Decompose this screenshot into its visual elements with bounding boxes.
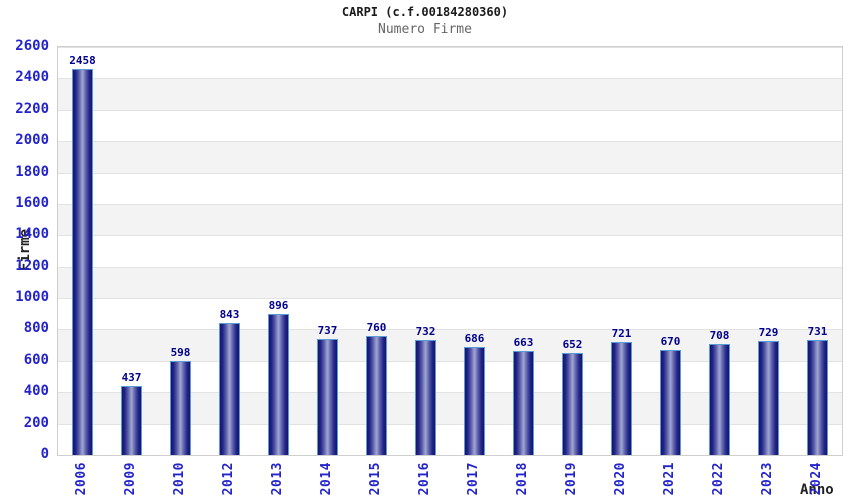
bar-value-label: 598 bbox=[170, 346, 191, 359]
x-tick-label: 2023 bbox=[759, 462, 775, 496]
plot-band bbox=[58, 47, 842, 79]
x-tick-label: 2006 bbox=[73, 462, 89, 496]
plot-band bbox=[58, 78, 842, 110]
bar-value-label: 670 bbox=[660, 335, 681, 348]
bar bbox=[268, 314, 289, 455]
y-tick-label: 1600 bbox=[15, 194, 49, 211]
y-tick-label: 600 bbox=[23, 351, 49, 368]
bar bbox=[72, 69, 93, 455]
bar bbox=[513, 351, 534, 455]
bar-value-label: 760 bbox=[366, 321, 387, 334]
bar-value-label: 437 bbox=[121, 371, 142, 384]
chart-title: CARPI (c.f.00184280360) bbox=[341, 5, 509, 19]
x-tick-label: 2020 bbox=[612, 462, 628, 496]
x-tick-label: 2022 bbox=[710, 462, 726, 496]
bar-value-label: 686 bbox=[464, 332, 485, 345]
y-tick-label: 2600 bbox=[15, 38, 49, 54]
x-tick-label: 2024 bbox=[808, 462, 824, 496]
x-tick-label: 2015 bbox=[367, 462, 383, 496]
bar bbox=[464, 347, 485, 455]
plot-band bbox=[58, 266, 842, 299]
x-tick-label: 2012 bbox=[220, 462, 236, 496]
bar bbox=[709, 344, 730, 455]
bar bbox=[611, 342, 632, 455]
bar bbox=[121, 386, 142, 455]
y-tick-label: 800 bbox=[23, 320, 49, 337]
bar bbox=[366, 336, 387, 455]
y-tick-label: 2200 bbox=[15, 100, 49, 117]
bar-value-label: 721 bbox=[611, 327, 632, 340]
plot-band bbox=[58, 203, 842, 236]
x-tick-label: 2021 bbox=[661, 462, 677, 496]
y-tick-label: 1800 bbox=[15, 163, 49, 180]
bar-value-label: 729 bbox=[758, 326, 779, 339]
x-tick-label: 2018 bbox=[514, 462, 530, 496]
y-tick-label: 2400 bbox=[15, 69, 49, 86]
bar-value-label: 663 bbox=[513, 336, 534, 349]
x-tick-label: 2017 bbox=[465, 462, 481, 496]
bar-value-label: 737 bbox=[317, 324, 338, 337]
bar-value-label: 732 bbox=[415, 325, 436, 338]
bar-value-label: 708 bbox=[709, 329, 730, 342]
plot-band bbox=[58, 235, 842, 267]
bar-value-label: 2458 bbox=[69, 54, 96, 67]
y-tick-label: 1400 bbox=[15, 226, 49, 243]
bar-value-label: 731 bbox=[807, 325, 828, 338]
y-tick-label: 1200 bbox=[15, 257, 49, 274]
bar bbox=[219, 323, 240, 455]
bar-value-label: 652 bbox=[562, 338, 583, 351]
bar bbox=[170, 361, 191, 455]
plot-band bbox=[58, 298, 842, 330]
y-tick-label: 0 bbox=[40, 446, 49, 462]
y-tick-label: 2000 bbox=[15, 132, 49, 149]
x-axis-title: Anno bbox=[800, 482, 834, 498]
x-tick-label: 2009 bbox=[122, 462, 138, 496]
y-tick-label: 400 bbox=[23, 383, 49, 400]
x-tick-label: 2010 bbox=[171, 462, 187, 496]
bar bbox=[758, 341, 779, 455]
bar bbox=[415, 340, 436, 455]
bar bbox=[562, 353, 583, 455]
chart-subtitle: Numero Firme bbox=[378, 22, 472, 37]
plot-band bbox=[58, 141, 842, 173]
x-tick-label: 2014 bbox=[318, 462, 334, 496]
x-tick-label: 2013 bbox=[269, 462, 285, 496]
plot-band bbox=[58, 172, 842, 204]
plot-area: 2458 437 598 843 896 737 760 732 686 663 652 721 670… bbox=[57, 46, 843, 456]
y-tick-label: 1000 bbox=[15, 289, 49, 306]
plot-band bbox=[58, 109, 842, 142]
x-tick-label: 2016 bbox=[416, 462, 432, 496]
bar-value-label: 896 bbox=[268, 299, 289, 312]
y-tick-label: 200 bbox=[23, 414, 49, 431]
bar-value-label: 843 bbox=[219, 308, 240, 321]
bar bbox=[317, 339, 338, 455]
bar bbox=[660, 350, 681, 455]
x-tick-label: 2019 bbox=[563, 462, 579, 496]
bar bbox=[807, 340, 828, 455]
